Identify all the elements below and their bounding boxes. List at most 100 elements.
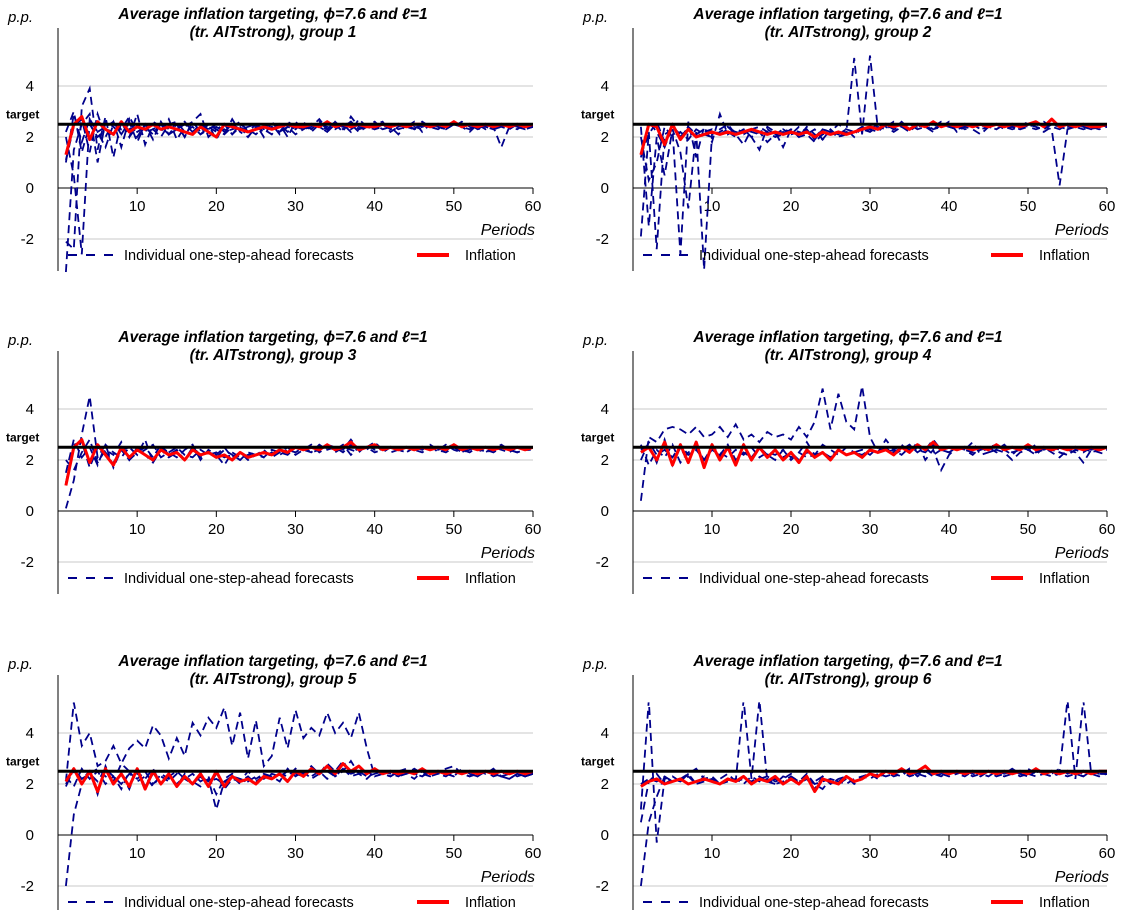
x-tick-label: 20: [208, 521, 225, 538]
y-tick-label: 0: [26, 503, 34, 520]
inflation-line: [64, 115, 533, 156]
chart-title: Average inflation targeting, ϕ=7.6 and ℓ…: [117, 6, 427, 23]
x-tick-label: 50: [445, 521, 462, 538]
x-tick-label: 50: [1020, 845, 1037, 862]
legend-forecast-label: Individual one-step-ahead forecasts: [699, 571, 929, 587]
y-tick-label: 4: [601, 78, 609, 95]
x-tick-label: 20: [783, 521, 800, 538]
legend-forecast-label: Individual one-step-ahead forecasts: [699, 248, 929, 264]
x-tick-label: 50: [1020, 198, 1037, 215]
forecast-line: [640, 55, 1107, 255]
chart-title: Average inflation targeting, ϕ=7.6 and ℓ…: [692, 329, 1002, 346]
x-tick-label: 50: [445, 845, 462, 862]
y-tick-label: 2: [26, 776, 34, 793]
x-tick-label: 40: [366, 845, 383, 862]
legend-forecast-label: Individual one-step-ahead forecasts: [699, 895, 929, 910]
x-tick-label: 30: [862, 845, 879, 862]
x-tick-label: 10: [704, 845, 721, 862]
y-tick-label: -2: [21, 878, 34, 895]
x-tick-label: 10: [129, 521, 146, 538]
chart-subtitle: (tr. AITstrong), group 4: [765, 347, 932, 364]
legend-inflation-label: Inflation: [1039, 248, 1090, 264]
x-tick-label: 40: [941, 845, 958, 862]
forecast-line: [65, 108, 533, 153]
y-tick-label: -2: [21, 231, 34, 248]
y-tick-label: 0: [601, 180, 609, 197]
y-axis-label: p.p.: [7, 332, 33, 349]
x-tick-label: 10: [129, 845, 146, 862]
x-tick-label: 10: [704, 521, 721, 538]
y-tick-label: 2: [601, 776, 609, 793]
forecast-line: [65, 436, 533, 474]
forecast-line: [640, 770, 1107, 823]
x-axis-label: Periods: [1055, 869, 1109, 886]
series-group: [640, 385, 1107, 501]
y-axis-label: p.p.: [582, 9, 608, 26]
forecast-line: [65, 759, 533, 887]
chart-subtitle: (tr. AITstrong), group 2: [765, 24, 932, 41]
x-tick-label: 50: [1020, 521, 1037, 538]
series-group: [64, 396, 533, 509]
series-group: [639, 55, 1107, 270]
chart-panel-5: -2 0 2 4 10 20 30 40 50 60 target p.p. Average infla…: [6, 653, 541, 915]
x-tick-label: 20: [208, 845, 225, 862]
target-label: target: [6, 754, 39, 768]
y-tick-label: -2: [596, 878, 609, 895]
legend-inflation-label: Inflation: [465, 248, 516, 264]
series-group: [640, 702, 1107, 887]
legend-inflation-label: Inflation: [465, 895, 516, 910]
y-tick-label: 0: [26, 180, 34, 197]
y-tick-label: 0: [601, 827, 609, 844]
x-tick-label: 60: [1099, 845, 1116, 862]
x-tick-label: 60: [1099, 198, 1116, 215]
x-tick-label: 30: [287, 198, 304, 215]
target-label: target: [6, 430, 39, 444]
x-tick-label: 40: [366, 198, 383, 215]
chart-subtitle: (tr. AITstrong), group 1: [190, 24, 357, 41]
forecast-line: [640, 440, 1107, 462]
target-label: target: [581, 107, 614, 121]
y-tick-label: 0: [601, 503, 609, 520]
target-label: target: [581, 754, 614, 768]
x-axis-label: Periods: [1055, 222, 1109, 239]
x-tick-label: 40: [366, 521, 383, 538]
y-axis-label: p.p.: [7, 9, 33, 26]
forecast-line: [640, 767, 1107, 887]
legend-inflation-label: Inflation: [1039, 571, 1090, 587]
forecast-line: [640, 764, 1107, 791]
chart-panel-1: -2 0 2 4 10 20 30 40 50 60 target p.p. Average infla…: [6, 6, 542, 273]
legend-forecast-label: Individual one-step-ahead forecasts: [124, 571, 354, 587]
x-axis-label: Periods: [481, 869, 535, 886]
x-tick-label: 60: [525, 198, 542, 215]
x-tick-label: 50: [445, 198, 462, 215]
legend-inflation-label: Inflation: [465, 571, 516, 587]
y-axis-label: p.p.: [7, 656, 33, 673]
y-tick-label: 2: [26, 129, 34, 146]
series-group: [64, 85, 533, 273]
inflation-line: [640, 440, 1107, 470]
x-axis-label: Periods: [481, 222, 535, 239]
chart-subtitle: (tr. AITstrong), group 6: [765, 671, 932, 688]
chart-title: Average inflation targeting, ϕ=7.6 and ℓ…: [117, 653, 427, 670]
y-tick-label: -2: [596, 554, 609, 571]
forecast-line: [640, 385, 1107, 501]
legend-forecast-label: Individual one-step-ahead forecasts: [124, 895, 354, 910]
x-tick-label: 30: [287, 845, 304, 862]
x-tick-label: 40: [941, 198, 958, 215]
x-tick-label: 30: [862, 521, 879, 538]
target-label: target: [581, 430, 614, 444]
chart-subtitle: (tr. AITstrong), group 5: [190, 671, 357, 688]
chart-panel-6: -2 0 2 4 10 20 30 40 50 60 target p.p. Average infla…: [581, 653, 1116, 915]
x-tick-label: 20: [208, 198, 225, 215]
y-tick-label: -2: [21, 554, 34, 571]
forecast-line: [65, 766, 533, 813]
x-tick-label: 60: [525, 521, 542, 538]
y-tick-label: 2: [601, 452, 609, 469]
x-tick-label: 10: [704, 198, 721, 215]
x-tick-label: 40: [941, 521, 958, 538]
y-tick-label: 4: [601, 401, 609, 418]
y-tick-label: 4: [26, 78, 34, 95]
inflation-line: [640, 764, 1107, 794]
x-tick-label: 30: [287, 521, 304, 538]
